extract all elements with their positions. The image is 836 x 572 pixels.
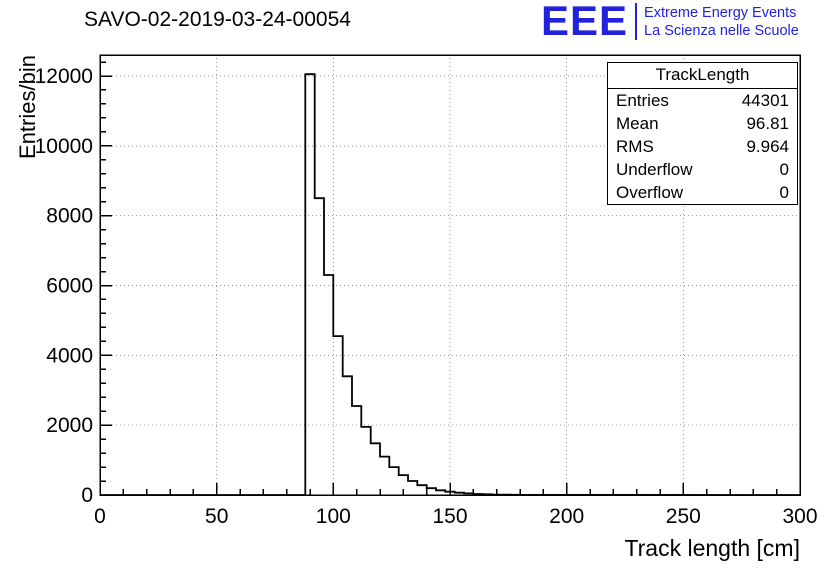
y-tick-label: 8000 (46, 205, 93, 228)
y-tick-label: 10000 (35, 135, 93, 158)
plot-title: SAVO-02-2019-03-24-00054 (84, 8, 351, 31)
x-tick-label: 0 (94, 505, 106, 528)
y-tick-label: 12000 (35, 65, 93, 88)
y-tick-label: 0 (81, 484, 93, 507)
eee-logo-mark: EEE (541, 0, 629, 44)
y-tick-label: 6000 (46, 275, 93, 298)
stats-label: RMS (616, 137, 654, 156)
logo-line1: Extreme Energy Events (644, 5, 797, 21)
x-tick-label: 250 (666, 505, 701, 528)
y-axis-label: Entries/bin (15, 55, 40, 159)
x-axis-label: Track length [cm] (624, 535, 800, 561)
stats-row-mean: Mean 96.81 (608, 112, 797, 135)
x-tick-label: 150 (432, 505, 467, 528)
y-tick-label: 2000 (46, 414, 93, 437)
stats-label: Mean (616, 114, 659, 133)
logo-divider (635, 3, 638, 40)
stats-value: 9.964 (746, 137, 789, 156)
eee-logo: EEE Extreme Energy Events La Scienza nel… (541, 0, 799, 44)
x-tick-label: 300 (782, 505, 817, 528)
stats-label: Underflow (616, 160, 693, 179)
stats-row-underflow: Underflow 0 (608, 158, 797, 181)
x-tick-label: 50 (205, 505, 228, 528)
stats-label: Overflow (616, 183, 684, 202)
stats-row-overflow: Overflow 0 (608, 181, 797, 204)
stats-title: TrackLength (608, 63, 797, 89)
x-tick-label: 200 (549, 505, 584, 528)
stats-value: 0 (779, 160, 789, 179)
stats-value: 0 (779, 183, 789, 202)
stats-row-entries: Entries 44301 (608, 89, 797, 112)
stats-label: Entries (616, 91, 669, 110)
logo-text: Extreme Energy Events La Scienza nelle S… (644, 3, 799, 40)
y-tick-label: 4000 (46, 344, 93, 367)
stats-row-rms: RMS 9.964 (608, 135, 797, 158)
stats-value: 44301 (741, 91, 789, 110)
stats-value: 96.81 (746, 114, 789, 133)
x-tick-label: 100 (316, 505, 351, 528)
stats-box: TrackLength Entries 44301 Mean 96.81 RMS… (607, 62, 798, 205)
logo-line2: La Scienza nelle Scuole (644, 23, 799, 39)
